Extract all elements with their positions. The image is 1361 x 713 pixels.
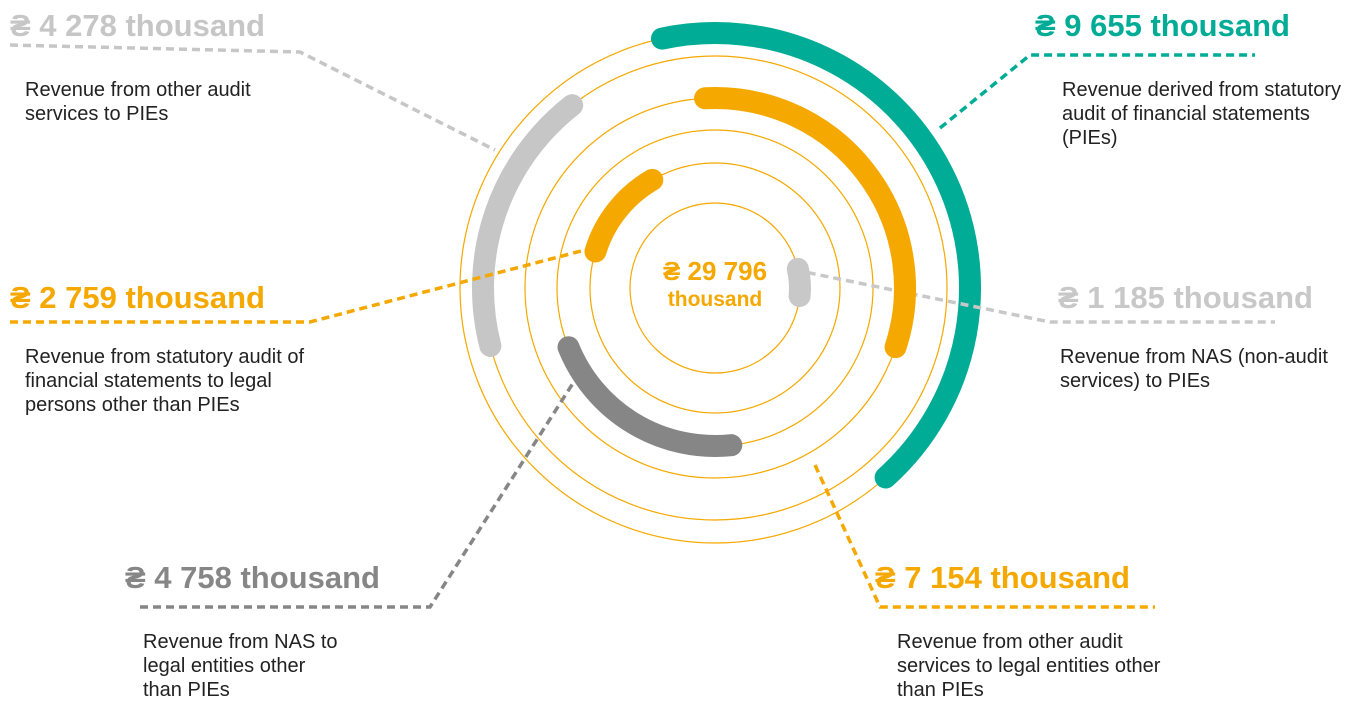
value-label: ₴ 4 758 thousand — [125, 560, 380, 595]
category-label: Revenue from NAS (non-audit services) to… — [1060, 346, 1328, 392]
leader-line — [140, 379, 577, 609]
value-label: ₴ 1 185 thousand — [1058, 280, 1313, 315]
category-label: Revenue from NAS to legal entities other… — [143, 631, 338, 701]
leader-line — [794, 268, 1275, 324]
total-label: ₴ 29 796 — [662, 256, 768, 286]
leader-line — [813, 464, 1155, 609]
radial-bar — [786, 257, 811, 308]
leader-line — [938, 53, 1255, 130]
radial-bar — [694, 87, 916, 359]
radial-bar — [472, 94, 584, 357]
radial-bar — [557, 336, 743, 457]
radial-bar — [584, 168, 664, 263]
value-label: ₴ 9 655 thousand — [1035, 8, 1290, 43]
value-label: ₴ 2 759 thousand — [10, 280, 265, 315]
ring — [589, 162, 841, 414]
radial-bar — [650, 22, 981, 489]
category-label: Revenue derived from statutory audit of … — [1062, 79, 1342, 149]
category-label: Revenue from other audit services to leg… — [897, 631, 1161, 701]
leader-line — [10, 248, 586, 324]
total-unit: thousand — [667, 288, 763, 311]
category-label: Revenue from other audit services to PIE… — [25, 79, 251, 125]
value-label: ₴ 7 154 thousand — [875, 560, 1130, 595]
leader-line — [9, 43, 496, 152]
category-label: Revenue from statutory audit of financia… — [25, 346, 305, 416]
value-label: ₴ 4 278 thousand — [10, 8, 265, 43]
